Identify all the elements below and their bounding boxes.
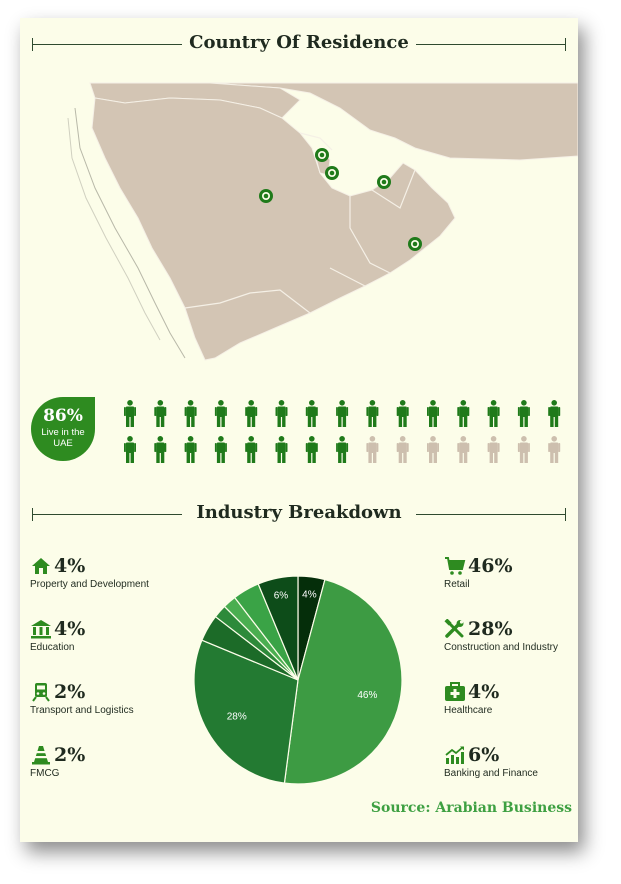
industry-item-education: 4% Education <box>30 618 86 653</box>
pie-slice-construction-and-industry <box>193 639 299 784</box>
pie-label: 4% <box>302 589 317 600</box>
person-icon <box>427 436 439 463</box>
person-icon <box>245 400 258 427</box>
person-icon <box>184 436 197 463</box>
person-icon <box>396 436 409 463</box>
uae-residence-badge: 86% Live in the UAE <box>31 397 95 461</box>
map-marker-uae <box>377 175 391 189</box>
industry-title: Industry Breakdown <box>196 502 402 523</box>
pie-label: 46% <box>357 690 377 701</box>
person-icon <box>457 400 470 427</box>
pie-label: 28% <box>227 711 247 722</box>
person-icon <box>336 436 349 463</box>
person-icon <box>366 436 379 463</box>
infographic-card: Country Of Residence 86% Live in the UAE <box>20 18 578 842</box>
industry-item-construction: 28% Construction and Industry <box>444 618 558 653</box>
tools-icon <box>444 619 464 638</box>
person-icon <box>275 400 288 427</box>
person-icon <box>154 436 167 463</box>
person-icon <box>124 436 136 463</box>
industry-item-banking: 6% Banking and Finance <box>444 744 538 779</box>
person-icon <box>396 400 409 427</box>
train-icon <box>32 683 50 702</box>
person-icon <box>366 400 379 427</box>
person-icon <box>548 436 561 463</box>
residence-title-bar: Country Of Residence <box>32 30 566 60</box>
cone-icon <box>32 746 50 765</box>
gulf-region-map <box>67 82 578 361</box>
industry-item-transport: 2% Transport and Logistics <box>30 681 134 716</box>
map-marker-saudi <box>259 189 273 203</box>
map-marker-oman <box>408 237 422 251</box>
person-icon <box>487 436 500 463</box>
person-icon <box>275 436 288 463</box>
growth-chart-icon <box>445 746 464 764</box>
industry-item-retail: 46% Retail <box>444 555 513 590</box>
pie-label: 6% <box>274 590 289 601</box>
first-aid-icon <box>445 682 465 701</box>
cart-icon <box>445 557 466 575</box>
person-icon <box>184 400 197 427</box>
residence-title: Country Of Residence <box>189 32 409 53</box>
industry-pie-chart: 4% 46% 28% 6% <box>193 575 403 785</box>
pie-slice-retail <box>283 578 403 785</box>
people-pictogram <box>124 400 561 463</box>
map-marker-bahrain <box>325 166 339 180</box>
person-icon <box>124 400 136 427</box>
person-icon <box>336 400 349 427</box>
uae-label: Live in the UAE <box>41 427 85 449</box>
uae-percent: 86% <box>43 406 83 426</box>
source-credit: Source: Arabian Business <box>370 800 572 816</box>
person-icon <box>154 400 167 427</box>
person-icon <box>457 436 470 463</box>
bank-icon <box>31 620 51 639</box>
person-icon <box>214 400 227 427</box>
person-icon <box>305 436 318 463</box>
person-icon <box>517 436 530 463</box>
person-icon <box>305 400 318 427</box>
map-marker-kuwait <box>315 148 329 162</box>
house-icon <box>32 558 50 574</box>
person-icon <box>427 400 439 427</box>
person-icon <box>548 400 561 427</box>
industry-item-property: 4% Property and Development <box>30 555 149 590</box>
pie-slice-banking-and-finance <box>257 575 299 681</box>
industry-item-healthcare: 4% Healthcare <box>444 681 500 716</box>
industry-title-bar: Industry Breakdown <box>32 500 566 530</box>
industry-item-fmcg: 2% FMCG <box>30 744 86 779</box>
person-icon <box>214 436 227 463</box>
person-icon <box>245 436 258 463</box>
person-icon <box>517 400 530 427</box>
person-icon <box>487 400 500 427</box>
